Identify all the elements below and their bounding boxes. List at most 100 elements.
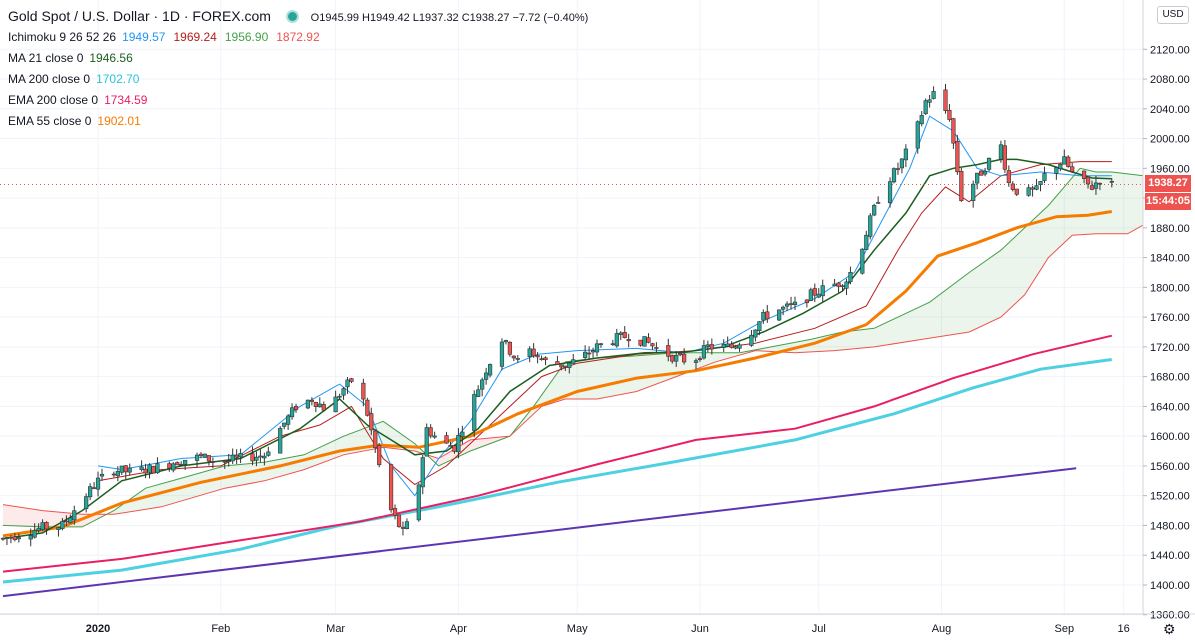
candle-up <box>848 272 853 282</box>
candle-down <box>622 332 627 339</box>
cloud-bearish-area <box>3 504 110 527</box>
candle-up <box>1062 156 1067 165</box>
candle-down <box>1085 176 1091 185</box>
price-scale-bg <box>1143 0 1195 614</box>
candle-down <box>206 455 212 462</box>
candle-up <box>899 158 905 169</box>
candle-up <box>927 99 932 103</box>
candle-up <box>527 348 532 358</box>
candle-up <box>725 343 730 347</box>
candle-up <box>844 281 849 289</box>
candle-down <box>840 285 845 287</box>
time-tick-label: Mar <box>326 623 345 635</box>
candle-up <box>36 527 41 531</box>
candle-up <box>127 467 132 473</box>
candle-down <box>452 445 457 452</box>
candle-down <box>559 364 564 368</box>
currency-unit-button[interactable]: USD <box>1157 6 1189 24</box>
candle-down <box>309 399 314 402</box>
senkou-span-b-line <box>2 219 1152 515</box>
candle-up <box>266 451 271 456</box>
candle-up <box>119 465 124 473</box>
indicator-legend-row[interactable]: EMA 200 close 0 1734.59 <box>8 90 588 111</box>
candle-up <box>598 343 604 345</box>
candle-up <box>975 172 980 184</box>
tenkan-line <box>97 115 1112 497</box>
candle-up <box>761 312 766 321</box>
candle-up <box>1042 173 1047 181</box>
gear-icon[interactable]: ⚙ <box>1163 621 1176 637</box>
indicator-legend-row[interactable]: MA 200 close 0 1702.70 <box>8 69 588 90</box>
candle-up <box>472 394 477 431</box>
symbol-title[interactable]: Gold Spot / U.S. Dollar · 1D · FOREX.com <box>8 8 271 24</box>
candle-up <box>226 460 231 463</box>
candle-down <box>555 361 560 365</box>
candle-down <box>951 118 956 144</box>
price-tick-label: 1400.00 <box>1150 580 1190 592</box>
candle-up <box>1054 167 1059 174</box>
indicator-legend-row[interactable]: MA 21 close 0 1946.56 <box>8 48 588 69</box>
candle-up <box>784 303 790 307</box>
candle-down <box>369 413 374 431</box>
indicator-legend-row[interactable]: EMA 55 close 0 1902.01 <box>8 111 588 132</box>
ema55-line <box>2 210 1113 538</box>
candle-down <box>788 303 794 305</box>
candle-down <box>400 526 406 529</box>
candle-up <box>923 100 928 115</box>
indicator-name: Ichimoku 9 26 52 26 <box>8 30 117 44</box>
candle-up <box>931 91 936 99</box>
candle-down <box>175 462 180 466</box>
last-price-badge: 1938.27 <box>1145 175 1191 193</box>
price-tick-label: 1840.00 <box>1150 253 1190 265</box>
indicator-name: MA 21 close 0 <box>8 51 84 65</box>
candle-up <box>567 362 572 368</box>
indicator-name: EMA 55 close 0 <box>8 114 92 128</box>
candle-up <box>1034 185 1039 190</box>
candle-up <box>337 395 342 398</box>
candle-up <box>282 422 287 427</box>
candle-up <box>1093 182 1099 189</box>
candle-down <box>428 427 433 437</box>
time-tick-label: Feb <box>211 623 230 635</box>
candle-up <box>721 344 726 348</box>
candle-up <box>998 144 1004 160</box>
candle-down <box>955 140 960 173</box>
candle-up <box>99 473 105 477</box>
time-tick-label: 16 <box>1118 623 1130 635</box>
candle-up <box>982 171 988 175</box>
ohlc-values: O1945.99 H1949.42 L1937.32 C1938.27 −7.7… <box>310 12 589 24</box>
candlestick-series <box>0 83 1114 547</box>
candle-up <box>68 517 73 524</box>
candle-down <box>638 339 643 346</box>
candle-down <box>666 345 671 357</box>
indicator-value: 1949.57 <box>122 30 166 44</box>
indicator-value: 1702.70 <box>96 72 140 86</box>
candle-down <box>1006 170 1011 184</box>
candle-down <box>91 487 97 489</box>
candle-down <box>836 282 841 287</box>
candle-down <box>812 288 817 296</box>
candle-up <box>515 358 520 360</box>
candle-up <box>183 459 188 465</box>
candle-up <box>499 341 505 367</box>
candle-down <box>539 358 544 360</box>
candle-up <box>891 168 897 183</box>
ema200-line <box>2 334 1113 573</box>
time-scale[interactable]: 2020 Feb Mar Apr May Jun Jul Aug Sep 16 <box>0 613 1195 635</box>
candle-up <box>753 329 758 338</box>
candle-up <box>919 115 924 125</box>
price-tick-label: 1520.00 <box>1150 491 1190 503</box>
candle-up <box>781 306 786 310</box>
indicator-legend-row[interactable]: Ichimoku 9 26 52 26 1949.57 1969.24 1956.90… <box>8 27 588 48</box>
price-scale[interactable]: 1360.00 1400.00 1440.00 1480.00 1520.00 1560.… <box>1142 0 1195 622</box>
price-tick-label: 2120.00 <box>1150 44 1190 56</box>
candle-up <box>571 359 576 364</box>
candle-down <box>234 454 239 458</box>
candle-up <box>28 535 33 540</box>
price-tick-label: 1440.00 <box>1150 550 1190 562</box>
candle-up <box>258 455 263 458</box>
candle-up <box>84 496 89 509</box>
candle-down <box>682 353 687 363</box>
candle-up <box>476 389 481 397</box>
